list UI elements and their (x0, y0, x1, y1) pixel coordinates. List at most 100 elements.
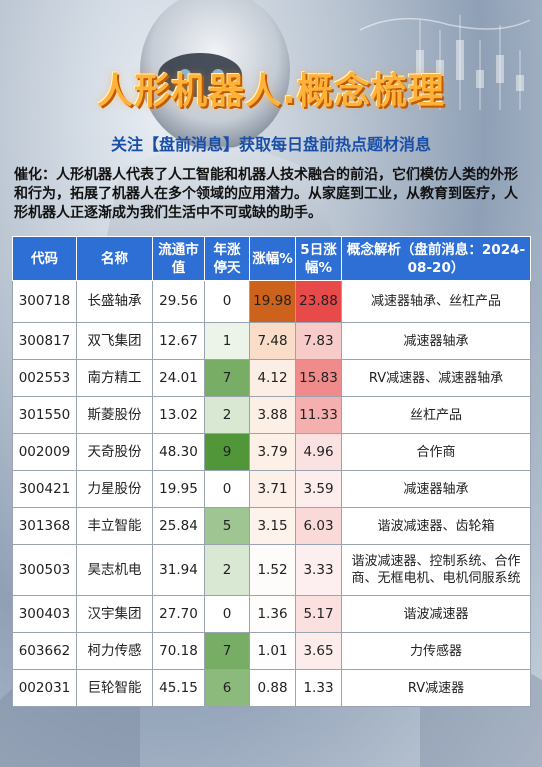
table-row: 300718 长盛轴承 29.56 0 19.98 23.88 减速器轴承、丝杠产品 (12, 280, 531, 323)
cell-cap: 31.94 (152, 544, 205, 596)
cell-concept: 力传感器 (341, 632, 531, 670)
cell-code: 300718 (12, 280, 77, 323)
cell-code: 002553 (12, 359, 77, 397)
cell-name: 昊志机电 (76, 544, 153, 596)
cell-limit-days: 6 (204, 669, 250, 707)
cell-change: 4.12 (249, 359, 296, 397)
table-row: 300421 力星股份 19.95 0 3.71 3.59 减速器轴承 (12, 470, 531, 508)
cell-name: 双飞集团 (76, 322, 153, 360)
cell-limit-days: 0 (204, 595, 250, 633)
table-header-row: 代码 名称 流通市值 年涨停天 涨幅% 5日涨幅% 概念解析（盘前消息：2024… (12, 236, 531, 281)
intro-text: 催化：人形机器人代表了人工智能和机器人技术融合的前沿，它们模仿人类的外形和行为，… (14, 167, 518, 221)
table-row: 300403 汉宇集团 27.70 0 1.36 5.17 谐波减速器 (12, 595, 531, 633)
cell-name: 力星股份 (76, 470, 153, 508)
cell-change-5d: 6.03 (295, 507, 342, 545)
cell-concept: RV减速器、减速器轴承 (341, 359, 531, 397)
cell-limit-days: 7 (204, 632, 250, 670)
cell-cap: 70.18 (152, 632, 205, 670)
table-row: 300817 双飞集团 12.67 1 7.48 7.83 减速器轴承 (12, 322, 531, 360)
cell-code: 300817 (12, 322, 77, 360)
cell-cap: 25.84 (152, 507, 205, 545)
cell-name: 斯菱股份 (76, 396, 153, 434)
cell-change: 7.48 (249, 322, 296, 360)
cell-change-5d: 23.88 (295, 280, 342, 323)
cell-change: 3.88 (249, 396, 296, 434)
page-title: 人形机器人.概念梳理 (97, 71, 445, 112)
cell-limit-days: 5 (204, 507, 250, 545)
cell-cap: 13.02 (152, 396, 205, 434)
cell-cap: 48.30 (152, 433, 205, 471)
cell-concept: 减速器轴承 (341, 322, 531, 360)
table-row: 300503 昊志机电 31.94 2 1.52 3.33 谐波减速器、控制系统、合作商、无… (12, 544, 531, 596)
cell-concept: 丝杠产品 (341, 396, 531, 434)
cell-change: 1.36 (249, 595, 296, 633)
cell-cap: 29.56 (152, 280, 205, 323)
cell-change-5d: 15.83 (295, 359, 342, 397)
cell-code: 603662 (12, 632, 77, 670)
cell-limit-days: 0 (204, 470, 250, 508)
cell-limit-days: 0 (204, 280, 250, 323)
cell-change-5d: 3.65 (295, 632, 342, 670)
cell-name: 巨轮智能 (76, 669, 153, 707)
cell-cap: 12.67 (152, 322, 205, 360)
cell-limit-days: 9 (204, 433, 250, 471)
col-header-cap: 流通市值 (152, 236, 205, 281)
cell-change-5d: 11.33 (295, 396, 342, 434)
table-row: 002553 南方精工 24.01 7 4.12 15.83 RV减速器、减速器轴承 (12, 359, 531, 397)
cell-name: 汉宇集团 (76, 595, 153, 633)
cell-name: 丰立智能 (76, 507, 153, 545)
col-header-code: 代码 (12, 236, 77, 281)
cell-change: 1.01 (249, 632, 296, 670)
cell-cap: 24.01 (152, 359, 205, 397)
cell-name: 柯力传感 (76, 632, 153, 670)
table-row: 301368 丰立智能 25.84 5 3.15 6.03 谐波减速器、齿轮箱 (12, 507, 531, 545)
cell-change: 3.71 (249, 470, 296, 508)
col-header-concept: 概念解析（盘前消息：2024-08-20） (341, 236, 531, 281)
cell-code: 002031 (12, 669, 77, 707)
stock-table: 代码 名称 流通市值 年涨停天 涨幅% 5日涨幅% 概念解析（盘前消息：2024… (12, 236, 531, 707)
cell-concept: 谐波减速器、齿轮箱 (341, 507, 531, 545)
cell-limit-days: 1 (204, 322, 250, 360)
col-header-limit-days: 年涨停天 (204, 236, 250, 281)
cell-change: 0.88 (249, 669, 296, 707)
cell-code: 300403 (12, 595, 77, 633)
cell-change-5d: 5.17 (295, 595, 342, 633)
cell-change: 3.79 (249, 433, 296, 471)
cell-code: 300421 (12, 470, 77, 508)
cell-name: 天奇股份 (76, 433, 153, 471)
cell-code: 002009 (12, 433, 77, 471)
cell-cap: 19.95 (152, 470, 205, 508)
cell-code: 300503 (12, 544, 77, 596)
cell-cap: 45.15 (152, 669, 205, 707)
cell-concept: 合作商 (341, 433, 531, 471)
cell-change: 1.52 (249, 544, 296, 596)
cell-change-5d: 3.59 (295, 470, 342, 508)
cell-concept: 减速器轴承 (341, 470, 531, 508)
cell-change: 3.15 (249, 507, 296, 545)
cell-change-5d: 4.96 (295, 433, 342, 471)
cell-concept: 减速器轴承、丝杠产品 (341, 280, 531, 323)
table-row: 301550 斯菱股份 13.02 2 3.88 11.33 丝杠产品 (12, 396, 531, 434)
cell-change: 19.98 (249, 280, 296, 323)
cell-code: 301550 (12, 396, 77, 434)
cell-change-5d: 7.83 (295, 322, 342, 360)
cell-limit-days: 7 (204, 359, 250, 397)
table-row: 002031 巨轮智能 45.15 6 0.88 1.33 RV减速器 (12, 669, 531, 707)
cell-limit-days: 2 (204, 396, 250, 434)
cell-change-5d: 3.33 (295, 544, 342, 596)
col-header-change-5d: 5日涨幅% (295, 236, 342, 281)
cell-name: 长盛轴承 (76, 280, 153, 323)
cell-concept: 谐波减速器、控制系统、合作商、无框电机、电机伺服系统 (341, 544, 531, 596)
cell-cap: 27.70 (152, 595, 205, 633)
table-row: 603662 柯力传感 70.18 7 1.01 3.65 力传感器 (12, 632, 531, 670)
cell-code: 301368 (12, 507, 77, 545)
cell-concept: 谐波减速器 (341, 595, 531, 633)
cell-name: 南方精工 (76, 359, 153, 397)
cell-concept: RV减速器 (341, 669, 531, 707)
col-header-name: 名称 (76, 236, 153, 281)
table-row: 002009 天奇股份 48.30 9 3.79 4.96 合作商 (12, 433, 531, 471)
cell-change-5d: 1.33 (295, 669, 342, 707)
cell-limit-days: 2 (204, 544, 250, 596)
col-header-change: 涨幅% (249, 236, 296, 281)
page-subtitle: 关注【盘前消息】获取每日盘前热点题材消息 (110, 135, 431, 154)
